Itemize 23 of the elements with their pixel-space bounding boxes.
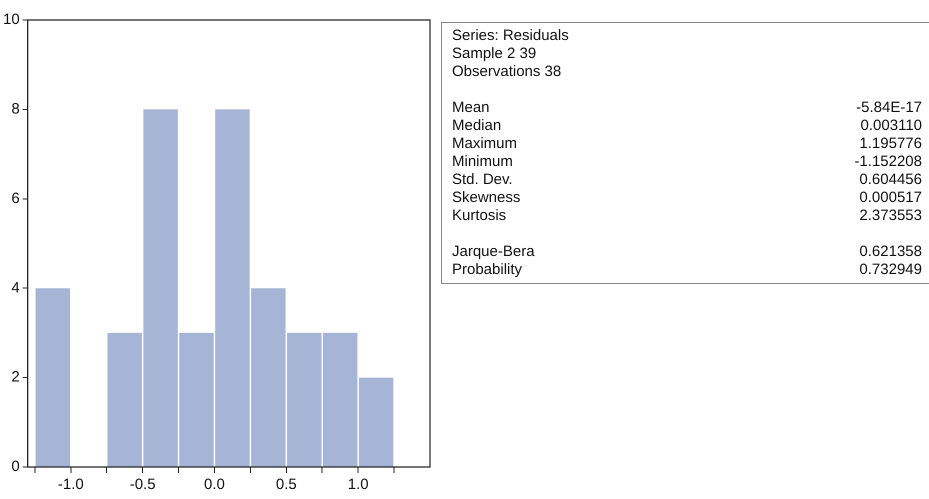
x-tick-label: 0.5 (276, 476, 297, 494)
y-tick-label: 2 (11, 368, 20, 386)
x-tick-label: -0.5 (130, 476, 156, 494)
y-tick-label: 10 (2, 11, 20, 28)
y-tick-label: 4 (11, 279, 20, 296)
text: Probability 0.732949 (452, 261, 922, 278)
text: Jarque-Bera 0.621358 (452, 243, 922, 260)
text: Skewness 0.000517 (452, 189, 922, 206)
y-tick-label: 6 (11, 190, 20, 207)
text: Median 0.003110 (452, 117, 922, 134)
x-tick-label: 1.0 (348, 476, 369, 494)
y-tick-label: 8 (11, 100, 20, 118)
text: Kurtosis 2.373553 (452, 207, 922, 224)
text: Minimum -1.152208 (452, 153, 922, 170)
text: Maximum 1.195776 (452, 135, 922, 152)
x-tick-label: -1.0 (58, 476, 84, 494)
x-tick-label: 0.0 (204, 476, 225, 494)
text: Observations 38 (452, 63, 562, 81)
text: Std. Dev. 0.604456 (452, 171, 922, 188)
text: Series: Residuals (452, 27, 570, 45)
text: Sample 2 39 (452, 45, 538, 63)
text: Mean -5.84E-17 (452, 99, 922, 116)
y-tick-label: 0 (11, 458, 20, 476)
